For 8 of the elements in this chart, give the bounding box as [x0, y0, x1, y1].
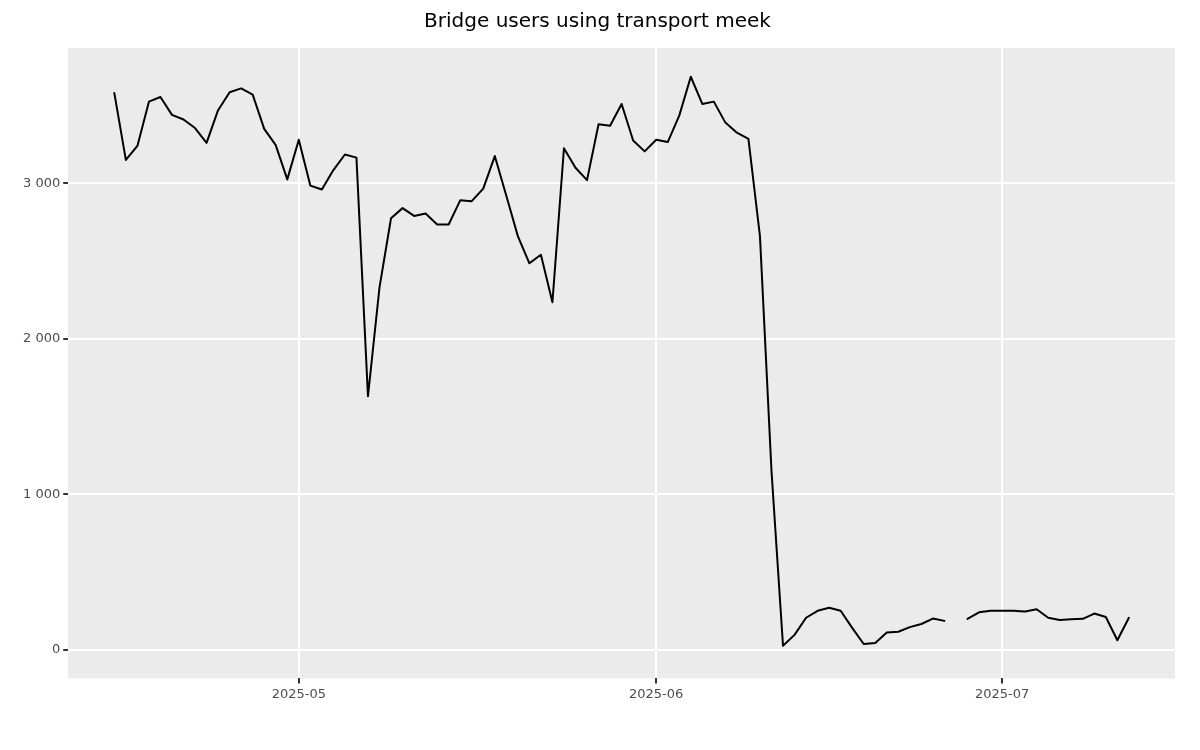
y-tick-label: 3 000: [23, 174, 61, 190]
x-tick-label: 2025-05: [271, 685, 326, 701]
x-tick-label: 2025-07: [974, 685, 1030, 701]
y-tick-label: 1 000: [23, 485, 61, 501]
y-tick-label: 0: [51, 641, 61, 657]
x-tick-label: 2025-06: [629, 685, 684, 701]
chart-title: Bridge users using transport meek: [424, 8, 772, 33]
y-tick-label: 2 000: [23, 330, 61, 346]
